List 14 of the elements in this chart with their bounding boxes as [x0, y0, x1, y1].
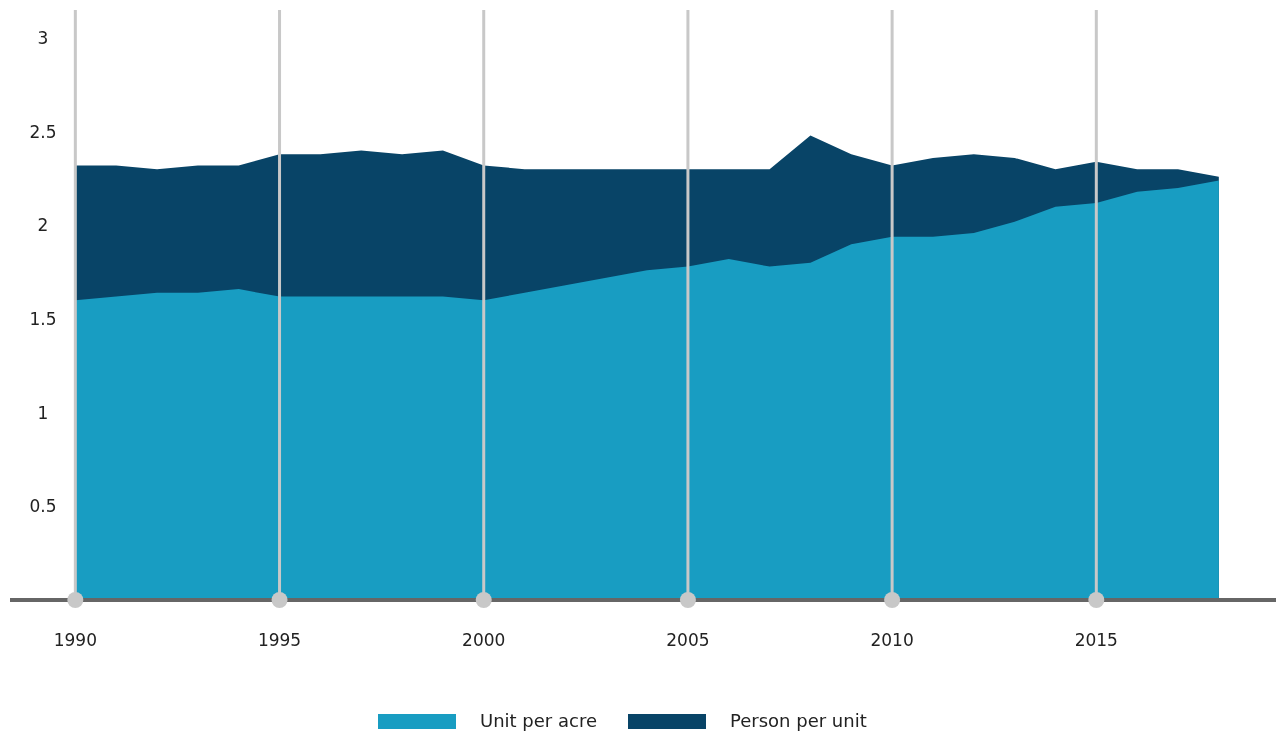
legend-label: Person per unit — [730, 710, 867, 732]
y-tick-label: 1.5 — [29, 309, 57, 329]
x-tick-label: 1990 — [53, 630, 97, 650]
x-tick-label: 2000 — [462, 630, 506, 650]
y-tick-label: 2.5 — [29, 121, 57, 142]
y-tick-label: 1 — [37, 402, 49, 423]
legend-label: Unit per acre — [480, 710, 597, 732]
y-tick-label: 3 — [37, 28, 49, 49]
x-tick-label: 1995 — [257, 630, 302, 650]
x-tick-label: 2010 — [870, 630, 914, 650]
y-tick-label: 2 — [37, 215, 49, 236]
y-tick-label: 0.5 — [29, 496, 57, 517]
x-tick-label: 2005 — [666, 630, 710, 650]
x-tick-label: 2015 — [1074, 630, 1118, 650]
